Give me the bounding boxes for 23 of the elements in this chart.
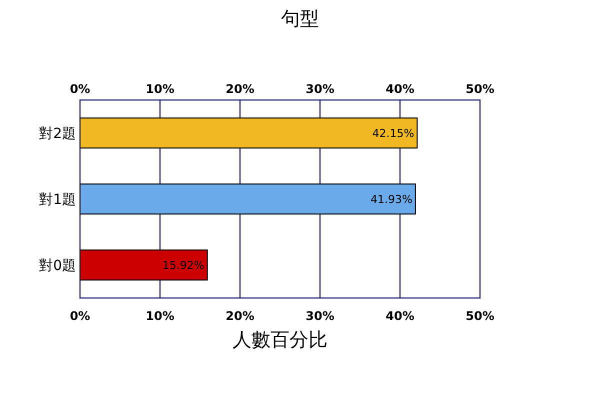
bar	[80, 118, 418, 148]
x-tick-label: 20%	[226, 82, 254, 96]
x2-tick-label: 0%	[70, 309, 90, 323]
x2-tick-label: 40%	[386, 309, 414, 323]
x2-tick-label: 10%	[146, 309, 174, 323]
data-label: 41.93%	[370, 193, 412, 206]
x2-tick-label: 20%	[226, 309, 254, 323]
y-tick-label: 對1題	[39, 192, 76, 208]
data-label: 15.92%	[162, 259, 204, 272]
chart-title: 句型	[281, 8, 319, 30]
data-label: 42.15%	[372, 127, 414, 140]
x-tick-label: 10%	[146, 82, 174, 96]
x-tick-label: 0%	[70, 82, 90, 96]
x2-tick-label: 50%	[466, 309, 494, 323]
bar	[80, 184, 416, 214]
x-tick-label: 30%	[306, 82, 334, 96]
x-tick-label: 40%	[386, 82, 414, 96]
bar	[80, 250, 208, 280]
x2-tick-label: 30%	[306, 309, 334, 323]
x-tick-label: 50%	[466, 82, 494, 96]
y-tick-label: 對0題	[39, 258, 76, 274]
x-axis-title: 人數百分比	[232, 329, 328, 351]
y-tick-label: 對2題	[39, 126, 76, 142]
